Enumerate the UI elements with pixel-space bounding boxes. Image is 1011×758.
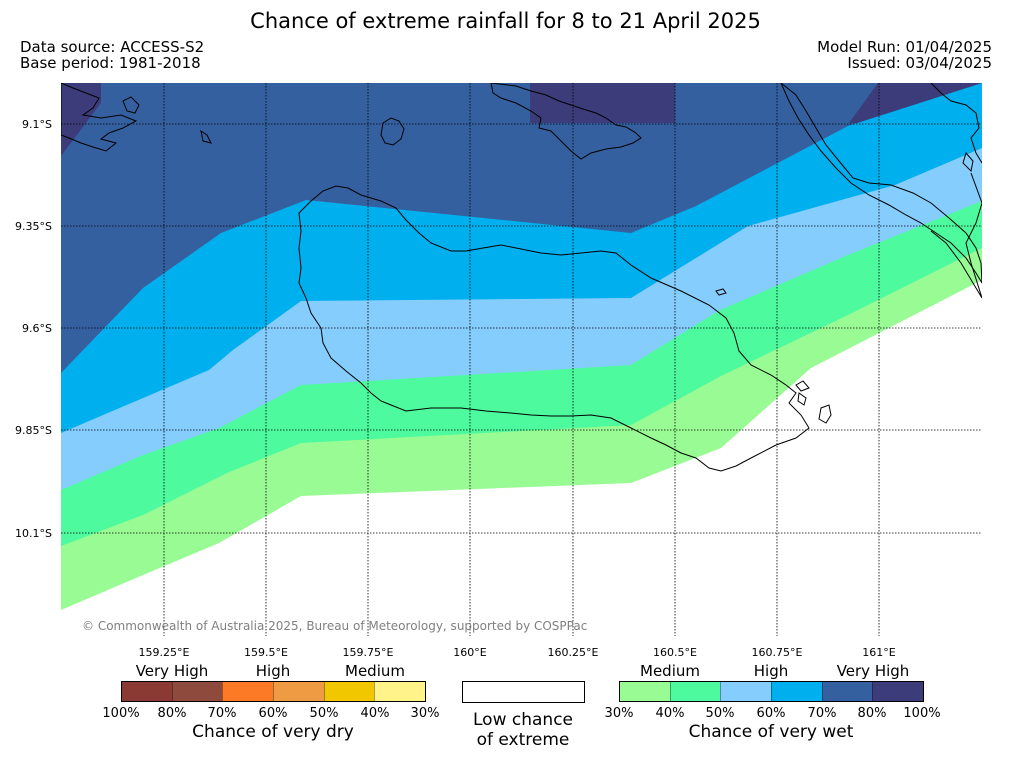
dry-colorbar xyxy=(121,681,426,702)
dry-category-medium: Medium xyxy=(345,662,405,680)
lon-label-160: 160°E xyxy=(453,646,487,659)
low-chance-line-1: Low chance xyxy=(473,710,573,730)
lon-label-159-25: 159.25°E xyxy=(138,646,190,659)
wet-swatch-1 xyxy=(620,682,670,701)
dry-swatch-4 xyxy=(273,682,324,701)
model-run-text: Model Run: 01/04/2025 xyxy=(817,38,992,56)
wet-swatch-6 xyxy=(872,682,924,701)
coastline-guadalcanal xyxy=(298,185,810,472)
dry-tick-70: 70% xyxy=(207,706,237,721)
dry-swatch-1 xyxy=(122,682,172,701)
lon-label-161: 161°E xyxy=(862,646,896,659)
wet-tick-70: 70% xyxy=(807,706,837,721)
coastline-savo-island xyxy=(380,117,405,146)
data-source-text: Data source: ACCESS-S2 xyxy=(20,38,205,56)
dry-swatch-5 xyxy=(323,682,375,701)
band-low-chance xyxy=(61,280,982,636)
wet-tick-80: 80% xyxy=(857,706,887,721)
wet-swatch-3 xyxy=(720,682,772,701)
coastline-russell-islands xyxy=(61,83,212,152)
dry-tick-50: 50% xyxy=(309,706,339,721)
map-title: Chance of extreme rainfall for 8 to 21 A… xyxy=(250,9,761,33)
lon-label-159-5: 159.5°E xyxy=(244,646,288,659)
meta-left: Data source: ACCESS-S2 Base period: 1981… xyxy=(20,39,204,71)
dry-tick-100: 100% xyxy=(102,706,140,721)
lon-label-160-75: 160.75°E xyxy=(751,646,803,659)
dry-swatch-3 xyxy=(222,682,274,701)
copyright-notice: © Commonwealth of Australia 2025, Bureau… xyxy=(82,619,588,633)
wet-swatch-2 xyxy=(669,682,721,701)
coastline xyxy=(61,83,982,472)
issued-text: Issued: 03/04/2025 xyxy=(847,54,992,72)
dry-tick-30: 30% xyxy=(410,706,440,721)
rainfall-map xyxy=(61,83,982,636)
lon-label-159-75: 159.75°E xyxy=(342,646,394,659)
wet-category-very-high: Very High xyxy=(836,662,910,680)
wet-tick-100: 100% xyxy=(903,706,941,721)
lat-label-9-35: 9.35°S xyxy=(15,220,52,233)
lat-label-10-1: 10.1°S xyxy=(15,527,52,540)
wet-category-medium: Medium xyxy=(640,662,700,680)
lat-label-9-85: 9.85°S xyxy=(15,424,52,437)
wet-swatch-5 xyxy=(821,682,873,701)
wet-colorbar xyxy=(619,681,924,702)
coastline-malaita xyxy=(780,83,982,284)
wet-swatch-4 xyxy=(771,682,822,701)
meta-right: Model Run: 01/04/2025 Issued: 03/04/2025 xyxy=(817,39,992,71)
coastline-small-islands xyxy=(715,288,832,424)
graticule xyxy=(61,83,982,636)
wet-tick-40: 40% xyxy=(655,706,685,721)
lat-label-9-6: 9.6°S xyxy=(22,322,52,335)
lat-label-9-1: 9.1°S xyxy=(22,118,52,131)
dry-swatch-2 xyxy=(171,682,223,701)
coastline-malaita-east-coast xyxy=(930,172,982,299)
low-chance-line-2: of extreme xyxy=(476,730,570,750)
dry-tick-60: 60% xyxy=(258,706,288,721)
dry-category-very-high: Very High xyxy=(135,662,209,680)
dry-tick-80: 80% xyxy=(157,706,187,721)
wet-tick-60: 60% xyxy=(756,706,786,721)
dry-legend-title: Chance of very dry xyxy=(192,722,354,742)
low-chance-label: Low chance of extreme xyxy=(473,710,573,750)
wet-category-high: High xyxy=(753,662,789,680)
low-chance-swatch xyxy=(462,681,585,703)
dry-tick-40: 40% xyxy=(360,706,390,721)
wet-legend-title: Chance of very wet xyxy=(688,722,854,742)
coastline-nggela-islands xyxy=(490,83,642,160)
wet-tick-30: 30% xyxy=(604,706,634,721)
base-period-text: Base period: 1981-2018 xyxy=(20,54,201,72)
wet-tick-50: 50% xyxy=(705,706,735,721)
dry-category-high: High xyxy=(255,662,291,680)
dry-swatch-6 xyxy=(374,682,426,701)
lon-label-160-5: 160.5°E xyxy=(653,646,697,659)
lon-label-160-25: 160.25°E xyxy=(547,646,599,659)
